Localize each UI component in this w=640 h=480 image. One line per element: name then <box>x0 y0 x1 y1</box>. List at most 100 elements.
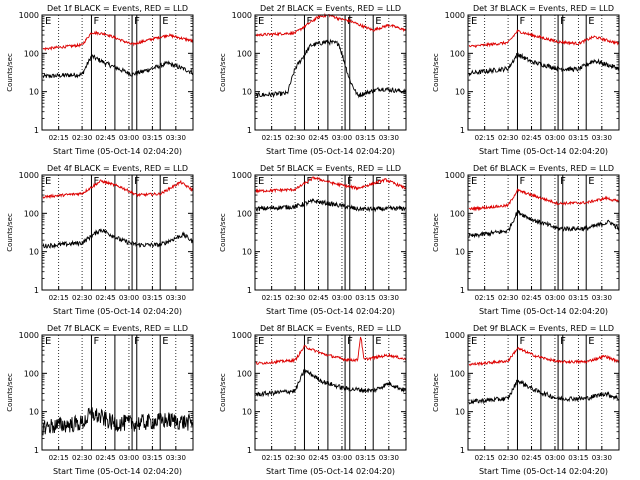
event-marker-label: E <box>45 176 51 187</box>
event-marker-label: F <box>306 16 312 27</box>
y-tick-label: 100 <box>450 369 465 378</box>
x-tick-label: 02:15 <box>475 294 495 302</box>
panel-det-6: Det 6f BLACK = Events, RED = LLD Counts/s… <box>432 164 620 316</box>
plot-frame <box>41 14 194 131</box>
panel-det-4: Det 4f BLACK = Events, RED = LLD Counts/s… <box>6 164 194 316</box>
plot-frame <box>254 334 407 451</box>
y-tick-label: 10 <box>455 408 465 417</box>
plot-frame <box>41 174 194 291</box>
y-tick-label: 1000 <box>445 331 465 340</box>
panel-det-9: Det 9f BLACK = Events, RED = LLD Counts/s… <box>432 324 620 476</box>
event-marker-label: E <box>471 336 477 347</box>
series-events-line <box>42 228 194 249</box>
y-tick-label: 1000 <box>232 331 252 340</box>
y-tick-label: 10 <box>29 248 39 257</box>
event-marker-label: F <box>93 16 99 27</box>
x-axis-label: Start Time (05-Oct-14 02:04:20) <box>53 307 182 316</box>
x-tick-label: 03:30 <box>379 134 399 142</box>
y-axis-label: Counts/sec <box>432 373 440 412</box>
panel-det-7: Det 7f BLACK = Events, RED = LLD Counts/s… <box>6 324 194 476</box>
event-marker-label: E <box>375 336 381 347</box>
panel-title: Det 9f BLACK = Events, RED = LLD <box>473 324 614 333</box>
x-tick-label: 02:30 <box>498 454 518 462</box>
y-tick-label: 1 <box>460 286 465 295</box>
series-events-line <box>255 197 407 213</box>
plot-frame <box>41 334 194 451</box>
y-tick-label: 1000 <box>445 171 465 180</box>
y-tick-label: 100 <box>24 49 39 58</box>
y-tick-label: 1000 <box>445 11 465 20</box>
y-axis-label: Counts/sec <box>219 53 227 92</box>
plot-frame <box>254 174 407 291</box>
event-marker-label: E <box>471 16 477 27</box>
x-axis-label: Start Time (05-Oct-14 02:04:20) <box>479 467 608 476</box>
x-tick-label: 02:45 <box>308 454 328 462</box>
x-tick-label: 02:30 <box>72 294 92 302</box>
event-marker-label: E <box>162 16 168 27</box>
x-tick-label: 02:30 <box>498 134 518 142</box>
x-tick-label: 03:30 <box>379 294 399 302</box>
y-axis-label: Counts/sec <box>432 213 440 252</box>
event-marker-label: E <box>471 176 477 187</box>
y-tick-label: 1 <box>247 446 252 455</box>
x-tick-label: 03:00 <box>545 454 565 462</box>
x-tick-label: 03:15 <box>142 454 162 462</box>
panel-det-5: Det 5f BLACK = Events, RED = LLD Counts/s… <box>219 164 407 316</box>
y-tick-label: 100 <box>237 209 252 218</box>
series-lld-line <box>468 188 620 212</box>
x-tick-label: 03:15 <box>355 454 375 462</box>
event-marker-label: E <box>375 16 381 27</box>
series-lld-line <box>255 176 407 194</box>
x-tick-label: 02:30 <box>72 134 92 142</box>
x-tick-label: 03:00 <box>119 134 139 142</box>
x-axis-label: Start Time (05-Oct-14 02:04:20) <box>266 467 395 476</box>
series-lld-line <box>468 346 620 367</box>
event-marker-label: E <box>162 176 168 187</box>
x-tick-label: 03:30 <box>166 454 186 462</box>
panel-title: Det 5f BLACK = Events, RED = LLD <box>260 164 401 173</box>
y-tick-label: 100 <box>450 209 465 218</box>
panel-title: Det 1f BLACK = Events, RED = LLD <box>47 4 188 13</box>
y-tick-label: 10 <box>455 248 465 257</box>
x-tick-label: 02:15 <box>475 134 495 142</box>
event-marker-label: E <box>588 16 594 27</box>
x-tick-label: 02:45 <box>521 454 541 462</box>
x-tick-label: 03:30 <box>166 134 186 142</box>
x-tick-label: 03:15 <box>568 454 588 462</box>
y-tick-label: 10 <box>29 88 39 97</box>
x-tick-label: 02:45 <box>95 294 115 302</box>
y-axis-label: Counts/sec <box>6 53 14 92</box>
event-marker-label: F <box>93 336 99 347</box>
x-tick-label: 02:45 <box>521 134 541 142</box>
panel-det-3: Det 3f BLACK = Events, RED = LLD Counts/s… <box>432 4 620 156</box>
x-tick-label: 03:00 <box>119 294 139 302</box>
y-tick-label: 100 <box>237 369 252 378</box>
x-tick-label: 03:00 <box>332 134 352 142</box>
x-tick-label: 03:00 <box>119 454 139 462</box>
event-marker-label: F <box>519 176 525 187</box>
series-lld-line <box>42 30 194 52</box>
x-tick-label: 03:00 <box>545 294 565 302</box>
y-tick-label: 1000 <box>19 11 39 20</box>
x-tick-label: 02:15 <box>475 454 495 462</box>
y-axis-label: Counts/sec <box>6 373 14 412</box>
x-tick-label: 02:15 <box>49 134 69 142</box>
x-tick-label: 03:00 <box>332 294 352 302</box>
x-tick-label: 02:15 <box>49 294 69 302</box>
x-axis-label: Start Time (05-Oct-14 02:04:20) <box>266 307 395 316</box>
x-tick-label: 03:30 <box>592 134 612 142</box>
y-tick-label: 1000 <box>19 331 39 340</box>
x-axis-label: Start Time (05-Oct-14 02:04:20) <box>53 147 182 156</box>
y-axis-label: Counts/sec <box>219 373 227 412</box>
x-tick-label: 02:30 <box>285 294 305 302</box>
plot-frame <box>254 14 407 131</box>
event-marker-label: E <box>162 336 168 347</box>
x-tick-label: 02:30 <box>285 454 305 462</box>
x-tick-label: 03:15 <box>142 134 162 142</box>
y-tick-label: 10 <box>455 88 465 97</box>
panel-title: Det 4f BLACK = Events, RED = LLD <box>47 164 188 173</box>
plot-frame <box>467 174 620 291</box>
y-tick-label: 1 <box>247 286 252 295</box>
x-tick-label: 03:15 <box>568 294 588 302</box>
